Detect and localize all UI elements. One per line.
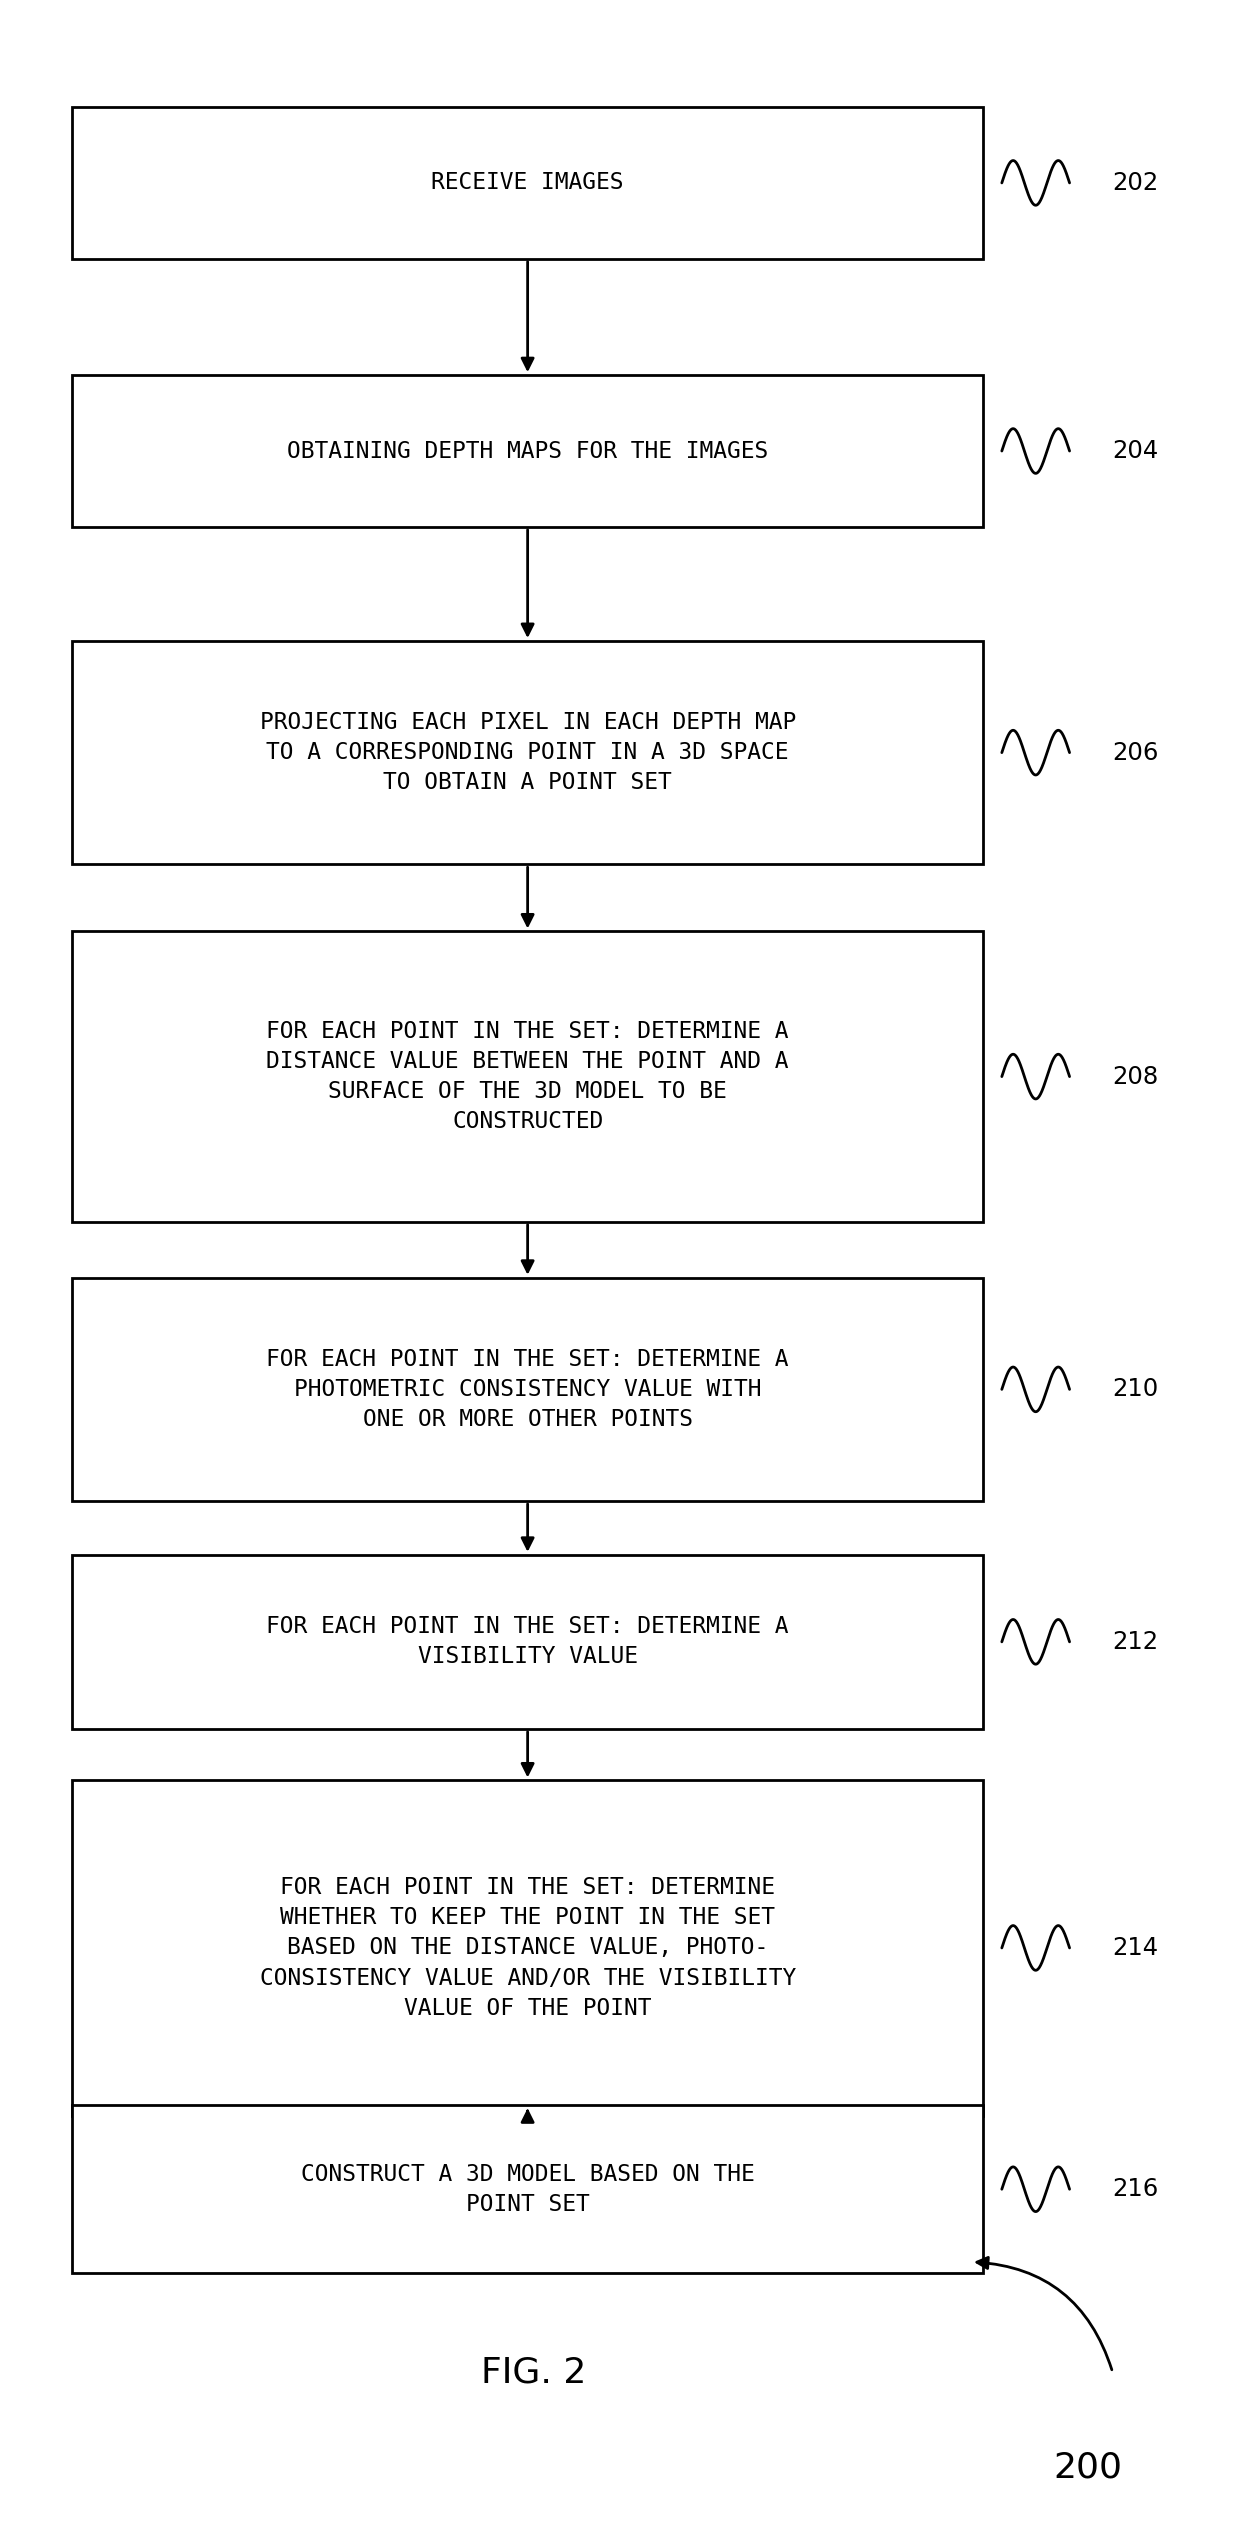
Text: 210: 210 — [1112, 1378, 1159, 1401]
FancyBboxPatch shape — [72, 641, 983, 864]
Text: FOR EACH POINT IN THE SET: DETERMINE
WHETHER TO KEEP THE POINT IN THE SET
BASED : FOR EACH POINT IN THE SET: DETERMINE WHE… — [259, 1877, 796, 2019]
FancyBboxPatch shape — [72, 1555, 983, 1730]
FancyBboxPatch shape — [72, 1781, 983, 2115]
Text: FOR EACH POINT IN THE SET: DETERMINE A
VISIBILITY VALUE: FOR EACH POINT IN THE SET: DETERMINE A V… — [267, 1616, 789, 1669]
Text: FIG. 2: FIG. 2 — [481, 2356, 587, 2389]
Text: FOR EACH POINT IN THE SET: DETERMINE A
DISTANCE VALUE BETWEEN THE POINT AND A
SU: FOR EACH POINT IN THE SET: DETERMINE A D… — [267, 1021, 789, 1132]
Text: RECEIVE IMAGES: RECEIVE IMAGES — [432, 172, 624, 195]
FancyBboxPatch shape — [72, 375, 983, 527]
FancyBboxPatch shape — [72, 932, 983, 1221]
Text: OBTAINING DEPTH MAPS FOR THE IMAGES: OBTAINING DEPTH MAPS FOR THE IMAGES — [286, 441, 769, 464]
Text: FOR EACH POINT IN THE SET: DETERMINE A
PHOTOMETRIC CONSISTENCY VALUE WITH
ONE OR: FOR EACH POINT IN THE SET: DETERMINE A P… — [267, 1348, 789, 1431]
Text: CONSTRUCT A 3D MODEL BASED ON THE
POINT SET: CONSTRUCT A 3D MODEL BASED ON THE POINT … — [301, 2163, 754, 2216]
Text: 200: 200 — [1054, 2449, 1122, 2485]
Text: 206: 206 — [1112, 740, 1159, 765]
Text: 216: 216 — [1112, 2178, 1159, 2201]
Text: PROJECTING EACH PIXEL IN EACH DEPTH MAP
TO A CORRESPONDING POINT IN A 3D SPACE
T: PROJECTING EACH PIXEL IN EACH DEPTH MAP … — [259, 712, 796, 795]
FancyBboxPatch shape — [72, 106, 983, 258]
Text: 214: 214 — [1112, 1935, 1159, 1961]
FancyBboxPatch shape — [72, 2105, 983, 2272]
Text: 208: 208 — [1112, 1064, 1159, 1089]
Text: 212: 212 — [1112, 1629, 1159, 1654]
Text: 204: 204 — [1112, 438, 1159, 464]
FancyBboxPatch shape — [72, 1277, 983, 1502]
Text: 202: 202 — [1112, 170, 1159, 195]
FancyArrowPatch shape — [977, 2257, 1112, 2371]
